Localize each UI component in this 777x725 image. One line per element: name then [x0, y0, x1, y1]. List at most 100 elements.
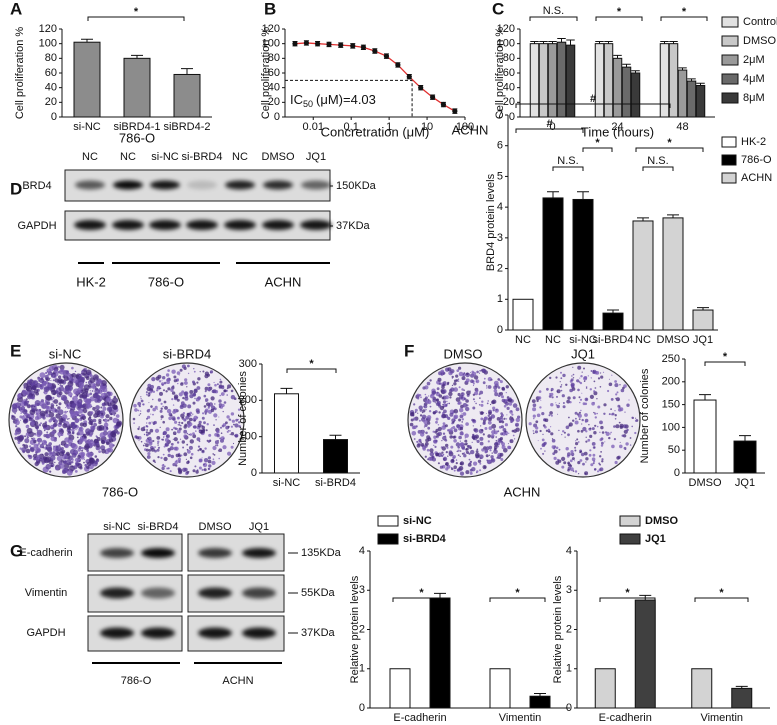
colony — [157, 444, 159, 446]
colony — [493, 380, 499, 386]
colony — [447, 367, 452, 372]
colony — [493, 385, 498, 390]
colony — [50, 380, 52, 381]
colony — [75, 428, 77, 431]
size-label: 150KDa — [336, 180, 377, 192]
colony — [533, 417, 535, 420]
colony — [78, 446, 82, 450]
colony — [201, 457, 203, 459]
colony — [461, 452, 464, 455]
colony — [538, 390, 542, 393]
colony — [63, 376, 69, 382]
significance-label: N.S. — [557, 155, 578, 167]
colony — [30, 447, 35, 453]
colony — [171, 391, 176, 395]
colony — [486, 387, 488, 389]
colony — [207, 440, 211, 443]
colony — [166, 434, 169, 438]
legend-label: 2μM — [743, 54, 765, 66]
colony — [184, 378, 188, 382]
colony — [55, 451, 60, 457]
colony — [202, 412, 205, 415]
colony — [85, 428, 91, 435]
colony — [628, 399, 630, 401]
ic50-text: (μM)=4.03 — [316, 92, 376, 107]
colony — [175, 459, 178, 462]
colony — [140, 399, 144, 403]
colony — [447, 428, 450, 432]
colony — [195, 408, 200, 413]
panel-label: G — [10, 541, 23, 560]
legend-swatch — [721, 154, 737, 166]
legend-swatch — [721, 172, 737, 184]
lane-label: si-NC — [151, 151, 179, 163]
colony — [415, 425, 418, 428]
colony — [192, 401, 196, 405]
colony — [71, 378, 74, 381]
colony — [594, 416, 597, 419]
colony — [36, 414, 42, 420]
colony — [50, 455, 56, 461]
colony — [432, 390, 437, 395]
colony — [482, 419, 486, 423]
colony — [145, 431, 148, 434]
colony — [69, 428, 72, 431]
colony — [182, 446, 185, 449]
colony — [463, 454, 467, 458]
colony — [48, 410, 52, 414]
colony — [490, 455, 494, 459]
colony — [567, 461, 570, 465]
colony — [201, 425, 205, 430]
error-bar — [687, 78, 696, 82]
colony — [589, 449, 592, 452]
y-tick-label: 0 — [509, 111, 515, 123]
colony — [21, 415, 26, 420]
axis-line — [507, 115, 718, 331]
colony — [619, 423, 624, 428]
colony — [59, 368, 66, 375]
colony — [451, 377, 453, 379]
colony — [30, 418, 34, 421]
colony — [511, 429, 515, 433]
colony — [90, 411, 94, 415]
colony — [458, 366, 462, 370]
colony — [83, 433, 87, 437]
colony — [451, 375, 454, 379]
error-bar — [434, 592, 446, 599]
colony — [579, 450, 583, 453]
legend-swatch — [721, 73, 739, 85]
colony — [543, 425, 547, 429]
colony — [185, 458, 187, 460]
colony — [451, 384, 454, 387]
colony — [453, 387, 459, 392]
x-tick-label: DMSO — [657, 334, 690, 346]
x-tick-label: E-cadherin — [393, 712, 446, 724]
colony — [441, 454, 444, 458]
colony — [172, 417, 176, 421]
size-label: 37KDa — [336, 220, 371, 232]
colony — [97, 395, 103, 402]
colony — [78, 381, 85, 388]
x-tick-label: 10 — [421, 121, 433, 133]
colony — [223, 401, 227, 404]
colony — [593, 446, 596, 449]
colony — [601, 460, 604, 463]
colony — [149, 395, 151, 397]
colony — [101, 448, 106, 454]
colony — [156, 436, 161, 440]
colony — [596, 425, 599, 428]
bar — [538, 43, 549, 118]
y-tick-label: 20 — [503, 96, 515, 108]
colony — [593, 390, 596, 393]
y-tick-label: 0 — [359, 702, 365, 714]
colony — [22, 450, 26, 454]
colony — [92, 406, 96, 411]
colony — [162, 463, 165, 466]
colony — [152, 390, 156, 393]
group-label: ACHN — [222, 675, 253, 687]
blot-band — [225, 180, 255, 190]
colony — [172, 463, 176, 467]
colony — [162, 430, 168, 435]
colony — [180, 413, 185, 418]
colony — [78, 386, 80, 388]
